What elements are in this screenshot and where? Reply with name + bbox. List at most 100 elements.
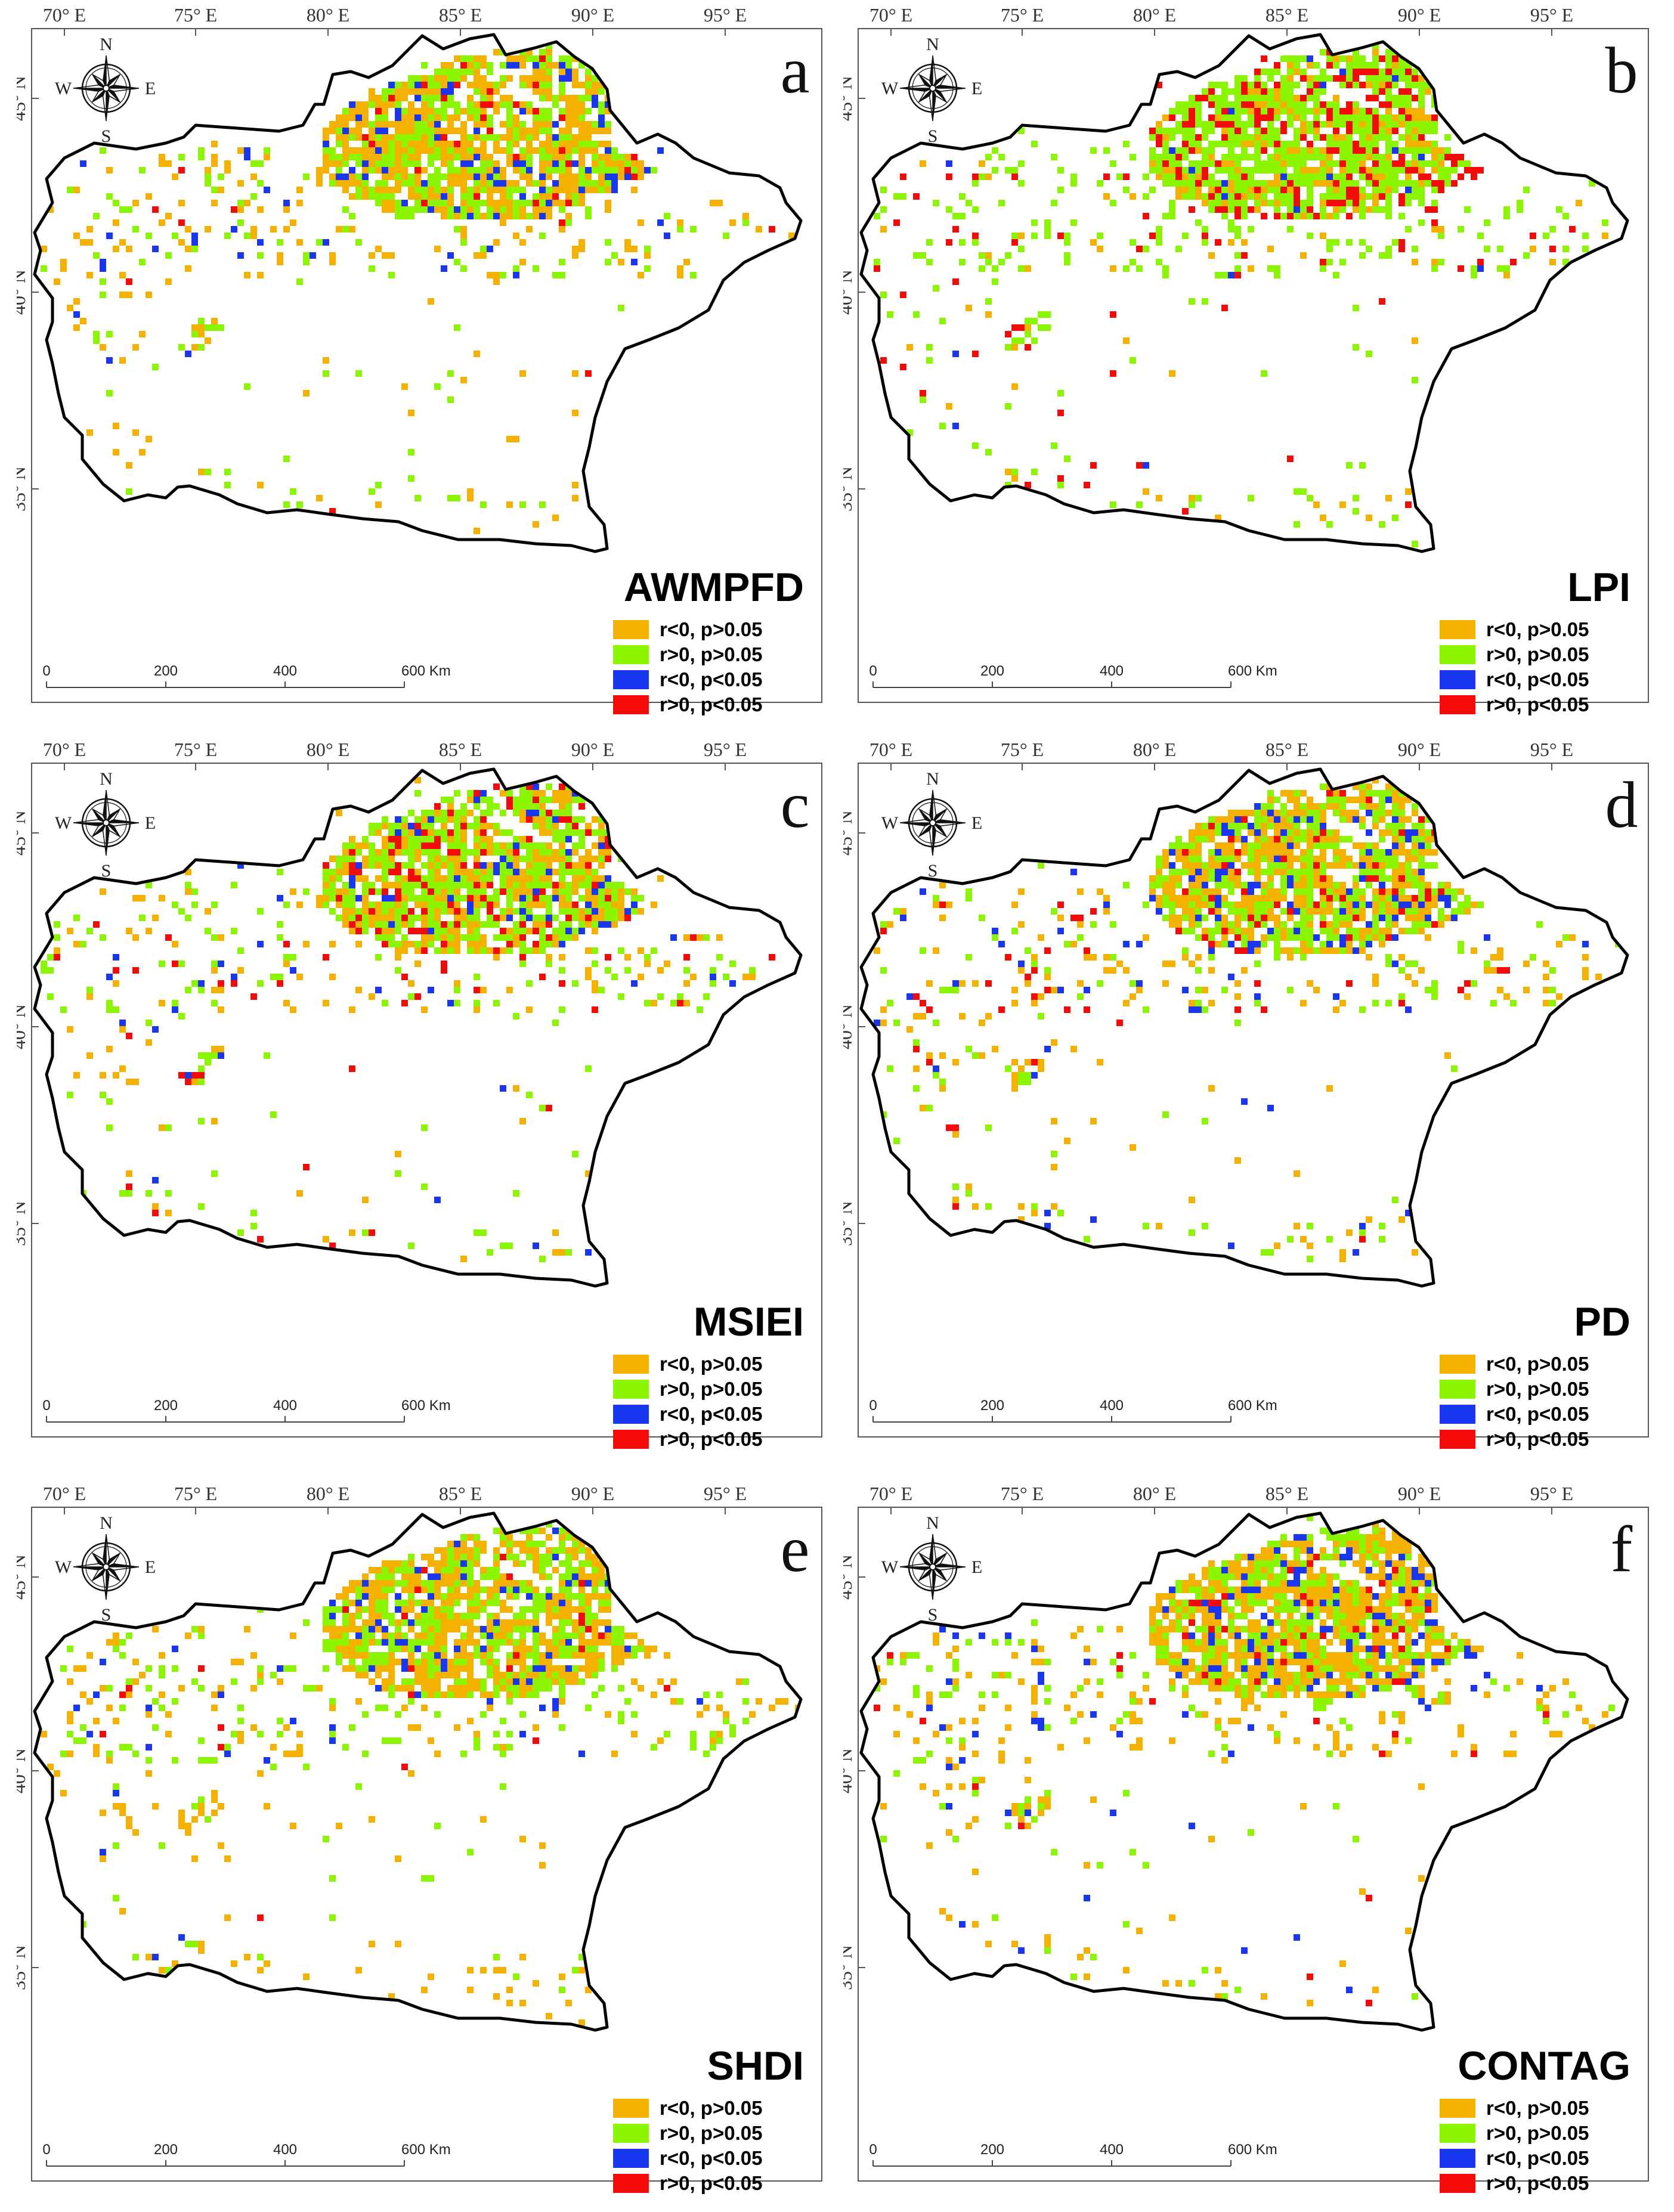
lon-tick-label: 90° E — [1398, 4, 1441, 26]
map-panel-b: 70° E 75° E 80° E 85° E 90° E 95° E 45° N 40° N… — [843, 0, 1657, 715]
lon-tick-label: 75° E — [1001, 1483, 1044, 1504]
compass-e-label: E — [971, 1557, 982, 1577]
legend-label: r<0, p<0.05 — [660, 1403, 762, 1425]
legend-label: r>0, p<0.05 — [660, 693, 762, 715]
correlation-pixels — [41, 777, 775, 1262]
scale-label: 400 — [1100, 663, 1124, 679]
lon-tick-label: 70° E — [870, 739, 912, 760]
map-svg: 70° E 75° E 80° E 85° E 90° E 95° E 45° N 40° N… — [843, 4, 1649, 715]
lon-tick-label: 75° E — [1001, 739, 1044, 760]
index-title: SHDI — [707, 2043, 804, 2089]
legend-label: r>0, p<0.05 — [1486, 693, 1589, 715]
legend-label: r>0, p>0.05 — [1486, 2122, 1589, 2144]
scale-bar: 0 200 400 600 Km — [869, 663, 1277, 688]
lat-tick-label: 35° N — [17, 1945, 29, 1990]
lon-tick-label: 95° E — [1530, 4, 1573, 26]
scale-label: 400 — [273, 663, 297, 679]
scale-bar: 0 200 400 600 Km — [42, 2142, 451, 2167]
legend-swatch — [1440, 670, 1475, 689]
compass-rose-icon: N S W E — [881, 1513, 982, 1625]
index-title: CONTAG — [1458, 2043, 1630, 2089]
legend-label: r>0, p>0.05 — [660, 2122, 762, 2144]
legend-swatch — [613, 1380, 649, 1399]
lon-tick-label: 95° E — [704, 1483, 747, 1504]
lon-tick-label: 90° E — [571, 1483, 614, 1504]
compass-rose-icon: N S W E — [881, 35, 982, 146]
map-svg: 70° E 75° E 80° E 85° E 90° E 95° E 45° N 40° N… — [843, 739, 1649, 1450]
compass-w-label: W — [55, 79, 72, 98]
panel-letter: f — [1611, 1513, 1633, 1585]
legend-swatch — [1440, 1430, 1475, 1449]
scale-bar: 0 200 400 600 Km — [869, 2142, 1277, 2167]
legend-swatch — [613, 1430, 649, 1449]
legend-label: r<0, p>0.05 — [1486, 1353, 1589, 1375]
scale-label: 400 — [273, 2142, 297, 2158]
lon-tick-label: 70° E — [43, 4, 86, 26]
xinjiang-boundary — [33, 1511, 803, 2032]
legend: r<0, p>0.05 r>0, p>0.05 r<0, p<0.05 r>0, p<… — [613, 1353, 762, 1450]
scale-label: 400 — [273, 1398, 297, 1414]
legend-label: r<0, p<0.05 — [1486, 2147, 1589, 2169]
lon-tick-label: 90° E — [571, 4, 614, 26]
compass-s-label: S — [928, 1605, 938, 1625]
legend-label: r<0, p>0.05 — [660, 2097, 762, 2119]
compass-w-label: W — [881, 1557, 899, 1577]
xinjiang-boundary — [33, 767, 803, 1288]
legend-label: r>0, p>0.05 — [660, 1378, 762, 1400]
map-frame — [858, 28, 1649, 703]
lat-tick-label: 45° N — [17, 810, 29, 856]
scale-label: 0 — [869, 663, 877, 679]
lon-tick-label: 90° E — [1398, 739, 1441, 760]
compass-e-label: E — [145, 79, 156, 98]
legend-swatch — [613, 670, 649, 689]
legend-label: r<0, p>0.05 — [660, 618, 762, 640]
lon-tick-label: 70° E — [43, 1483, 86, 1504]
scale-label: 600 Km — [401, 1398, 451, 1414]
legend-swatch — [1440, 2124, 1475, 2143]
legend-swatch — [1440, 1355, 1475, 1374]
compass-e-label: E — [145, 813, 156, 833]
scale-label: 0 — [42, 663, 50, 679]
correlation-pixels — [874, 42, 1608, 547]
map-svg: 70° E 75° E 80° E 85° E 90° E 95° E 45° N 40° N… — [17, 4, 822, 715]
map-panel-e: 70° E 75° E 80° E 85° E 90° E 95° E 45° N 40° N… — [17, 1479, 831, 2194]
lat-tick-label: 40° N — [843, 269, 856, 315]
compass-w-label: W — [55, 813, 72, 833]
correlation-pixels — [41, 42, 795, 534]
compass-rose-icon: N S W E — [55, 35, 156, 146]
scale-label: 200 — [154, 2142, 178, 2158]
lon-tick-label: 80° E — [1133, 4, 1176, 26]
compass-rose-icon: N S W E — [55, 1513, 156, 1625]
scale-label: 600 Km — [1228, 2142, 1277, 2158]
correlation-pixels — [874, 1514, 1615, 2006]
scale-label: 600 Km — [401, 2142, 451, 2158]
scale-label: 0 — [869, 1398, 877, 1414]
lon-tick-label: 85° E — [439, 739, 482, 760]
legend-swatch — [1440, 2174, 1475, 2193]
legend-swatch — [1440, 695, 1475, 714]
compass-s-label: S — [928, 861, 938, 881]
legend-swatch — [613, 2174, 649, 2193]
lat-tick-label: 45° N — [17, 76, 29, 121]
panel-letter: d — [1605, 769, 1638, 841]
panel-letter: a — [781, 34, 810, 107]
xinjiang-boundary — [859, 767, 1629, 1288]
scale-label: 400 — [1100, 2142, 1124, 2158]
lat-tick-label: 40° N — [17, 269, 29, 315]
lat-tick-label: 40° N — [843, 1004, 856, 1049]
legend-swatch — [1440, 1405, 1475, 1424]
compass-s-label: S — [101, 1605, 112, 1625]
legend-label: r>0, p>0.05 — [1486, 1378, 1589, 1400]
lat-tick-label: 45° N — [17, 1554, 29, 1600]
panel-letter: e — [781, 1513, 810, 1585]
lon-tick-label: 75° E — [174, 4, 217, 26]
scale-label: 200 — [980, 1398, 1004, 1414]
lat-tick-label: 35° N — [843, 1201, 856, 1246]
scale-label: 0 — [42, 2142, 50, 2158]
legend-label: r<0, p>0.05 — [1486, 618, 1589, 640]
lat-tick-label: 40° N — [17, 1004, 29, 1049]
correlation-pixels — [874, 777, 1622, 1262]
legend: r<0, p>0.05 r>0, p>0.05 r<0, p<0.05 r>0, p<… — [1440, 2097, 1589, 2194]
lon-tick-label: 85° E — [439, 1483, 482, 1504]
lon-tick-label: 95° E — [1530, 739, 1573, 760]
